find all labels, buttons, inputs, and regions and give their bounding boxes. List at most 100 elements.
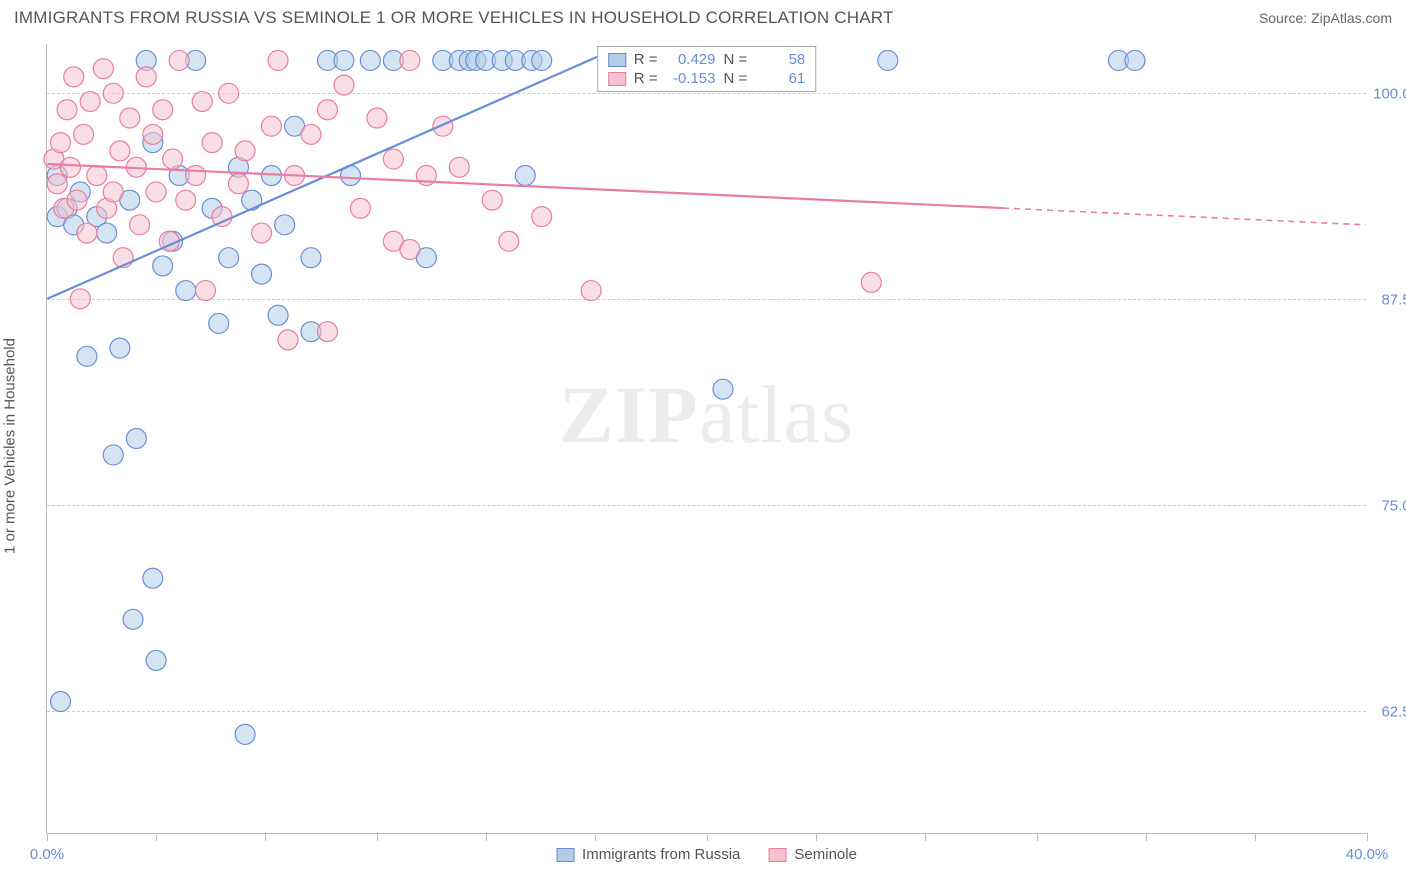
data-point	[275, 215, 295, 235]
chart-title: IMMIGRANTS FROM RUSSIA VS SEMINOLE 1 OR …	[14, 8, 894, 28]
data-point	[581, 281, 601, 301]
data-point	[103, 83, 123, 103]
data-point	[219, 83, 239, 103]
data-point	[301, 248, 321, 268]
data-point	[143, 124, 163, 144]
data-point	[176, 281, 196, 301]
data-point	[317, 322, 337, 342]
data-point	[278, 330, 298, 350]
data-point	[153, 100, 173, 120]
legend-swatch-2	[608, 72, 626, 86]
data-point	[482, 190, 502, 210]
data-point	[449, 157, 469, 177]
data-point	[219, 248, 239, 268]
data-point	[242, 190, 262, 210]
x-tick-label: 0.0%	[30, 846, 64, 863]
data-point	[163, 149, 183, 169]
data-point	[532, 207, 552, 227]
data-point	[87, 166, 107, 186]
data-point	[93, 59, 113, 79]
y-tick-label: 100.0%	[1372, 86, 1406, 103]
y-tick-label: 62.5%	[1372, 703, 1406, 720]
data-point	[123, 609, 143, 629]
series-legend: Immigrants from Russia Seminole	[556, 846, 857, 863]
y-tick-label: 75.0%	[1372, 497, 1406, 514]
data-point	[268, 50, 288, 70]
legend-row-series-1: R = 0.429 N = 58	[598, 50, 816, 69]
data-point	[515, 166, 535, 186]
data-point	[383, 149, 403, 169]
data-point	[153, 256, 173, 276]
regression-line-extrapolated	[1003, 208, 1366, 225]
legend-swatch-1	[608, 53, 626, 67]
title-bar: IMMIGRANTS FROM RUSSIA VS SEMINOLE 1 OR …	[0, 0, 1406, 32]
data-point	[130, 215, 150, 235]
data-point	[67, 190, 87, 210]
data-point	[334, 50, 354, 70]
data-point	[74, 124, 94, 144]
data-point	[301, 124, 321, 144]
data-point	[110, 338, 130, 358]
data-point	[57, 100, 77, 120]
data-point	[186, 166, 206, 186]
y-tick-label: 87.5%	[1372, 292, 1406, 309]
data-point	[317, 100, 337, 120]
data-point	[235, 724, 255, 744]
data-point	[400, 50, 420, 70]
data-point	[878, 50, 898, 70]
data-point	[136, 67, 156, 87]
data-point	[51, 133, 71, 153]
data-point	[268, 305, 288, 325]
data-point	[70, 289, 90, 309]
data-point	[110, 141, 130, 161]
data-point	[209, 313, 229, 333]
data-point	[192, 92, 212, 112]
data-point	[97, 223, 117, 243]
data-point	[350, 198, 370, 218]
data-point	[334, 75, 354, 95]
data-point	[235, 141, 255, 161]
data-point	[202, 133, 222, 153]
data-point	[252, 223, 272, 243]
legend-swatch-icon	[556, 848, 574, 862]
data-point	[400, 239, 420, 259]
data-point	[713, 379, 733, 399]
data-point	[367, 108, 387, 128]
data-point	[64, 67, 84, 87]
y-axis-title: 1 or more Vehicles in Household	[2, 338, 19, 554]
data-point	[261, 116, 281, 136]
data-point	[861, 272, 881, 292]
data-point	[252, 264, 272, 284]
scatter-plot	[47, 44, 1366, 833]
data-point	[103, 182, 123, 202]
data-point	[433, 116, 453, 136]
source-label: Source: ZipAtlas.com	[1259, 10, 1392, 26]
data-point	[77, 223, 97, 243]
data-point	[146, 182, 166, 202]
data-point	[499, 231, 519, 251]
x-tick-label: 40.0%	[1346, 846, 1389, 863]
correlation-legend: R = 0.429 N = 58 R = -0.153 N = 61	[597, 46, 817, 92]
data-point	[120, 108, 140, 128]
chart-area: ZIPatlas 62.5%75.0%87.5%100.0% 0.0%40.0%…	[46, 44, 1366, 834]
data-point	[212, 207, 232, 227]
data-point	[196, 281, 216, 301]
data-point	[126, 429, 146, 449]
data-point	[1125, 50, 1145, 70]
data-point	[176, 190, 196, 210]
legend-item-2: Seminole	[768, 846, 857, 863]
data-point	[229, 174, 249, 194]
data-point	[532, 50, 552, 70]
data-point	[169, 50, 189, 70]
data-point	[360, 50, 380, 70]
data-point	[80, 92, 100, 112]
legend-row-series-2: R = -0.153 N = 61	[598, 69, 816, 88]
data-point	[51, 692, 71, 712]
data-point	[47, 174, 67, 194]
legend-item-1: Immigrants from Russia	[556, 846, 740, 863]
data-point	[143, 568, 163, 588]
data-point	[60, 157, 80, 177]
legend-swatch-icon	[768, 848, 786, 862]
data-point	[77, 346, 97, 366]
data-point	[103, 445, 123, 465]
